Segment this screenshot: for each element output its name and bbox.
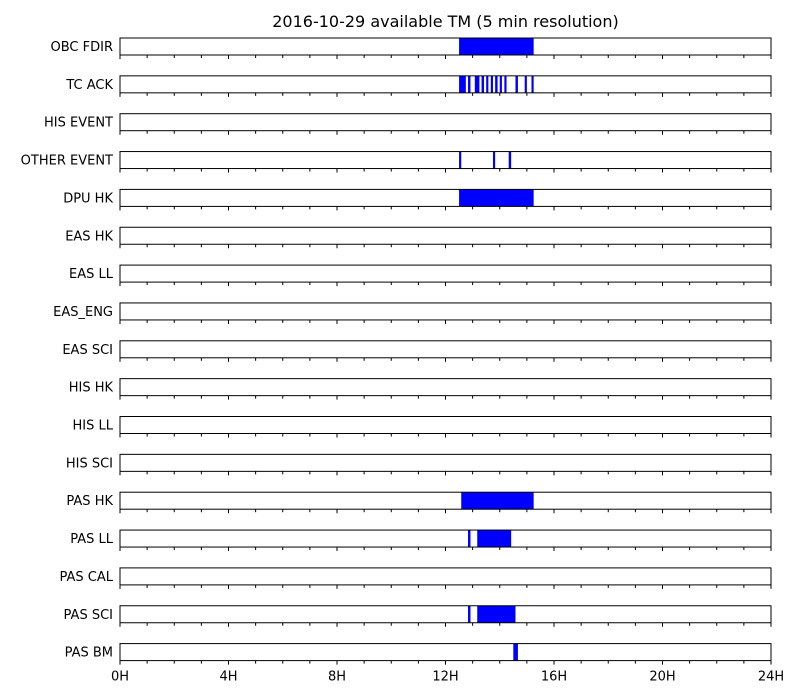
availability-bar-tc-ack-10 [524,75,527,93]
row-label-his-ll: HIS LL [73,419,114,434]
row-frame-eas-eng [119,302,772,321]
availability-bar-tc-ack-3 [481,75,485,93]
row-label-pas-ll: PAS LL [70,532,114,547]
row-label-his-hk: HIS HK [69,381,114,396]
row-frame-tc-ack [119,75,772,94]
availability-bar-other-event-0 [459,151,462,169]
availability-bar-pas-ll-0 [468,530,471,548]
x-tick-label-12h: 12H [432,670,458,685]
row-label-pas-hk: PAS HK [66,494,113,509]
x-tick-label-4h: 4H [219,670,237,685]
availability-bar-tc-ack-4 [486,75,489,93]
availability-bar-tc-ack-11 [531,75,534,93]
row-frame-pas-cal [119,567,772,586]
row-frame-other-event [119,151,772,170]
row-frame-obc-fdir [119,37,772,56]
availability-bar-pas-ll-1 [477,530,512,548]
availability-bar-tc-ack-0 [459,75,466,93]
row-frame-pas-bm [119,643,772,662]
availability-bar-other-event-1 [492,151,496,169]
availability-bar-tc-ack-8 [504,75,507,93]
x-tick-label-16h: 16H [541,670,567,685]
availability-bar-obc-fdir-0 [459,38,534,55]
row-label-dpu-hk: DPU HK [63,191,113,206]
row-frame-eas-ll [119,264,772,283]
row-frame-his-hk [119,378,772,397]
row-frame-his-event [119,113,772,132]
availability-bar-tc-ack-1 [468,75,471,93]
row-label-obc-fdir: OBC FDIR [51,40,114,55]
row-frame-eas-sci [119,340,772,359]
row-label-his-event: HIS EVENT [44,116,113,131]
row-label-other-event: OTHER EVENT [21,154,113,169]
availability-bar-pas-hk-0 [461,492,534,510]
row-label-his-sci: HIS SCI [66,456,113,471]
availability-bar-tc-ack-2 [474,75,480,93]
row-label-pas-cal: PAS CAL [60,570,114,585]
availability-bar-tc-ack-7 [499,75,502,93]
row-frame-pas-hk [119,491,772,510]
x-tick-label-0h: 0H [111,670,129,685]
availability-bar-pas-bm-0 [513,643,518,661]
row-label-eas-eng: EAS_ENG [53,305,113,320]
row-label-eas-sci: EAS SCI [62,343,113,358]
row-frame-dpu-hk [119,188,772,207]
row-frame-pas-ll [119,529,772,548]
row-frame-his-sci [119,453,772,472]
availability-bar-pas-sci-0 [468,605,471,623]
chart-title: 2016-10-29 available TM (5 min resolutio… [272,12,619,31]
availability-bar-dpu-hk-0 [459,189,534,207]
row-label-pas-bm: PAS BM [65,646,113,661]
availability-bar-tc-ack-6 [495,75,498,93]
row-frame-eas-hk [119,226,772,245]
availability-bar-tc-ack-9 [515,75,518,93]
availability-bar-other-event-2 [508,151,512,169]
row-frame-pas-sci [119,605,772,624]
availability-bar-pas-sci-1 [477,605,516,623]
x-tick-label-20h: 20H [649,670,675,685]
availability-bar-tc-ack-5 [490,75,493,93]
row-label-pas-sci: PAS SCI [64,608,113,623]
row-label-eas-ll: EAS LL [69,267,114,282]
x-tick-label-8h: 8H [328,670,346,685]
x-tick-label-24h: 24H [758,670,784,685]
row-frame-his-ll [119,416,772,434]
row-label-tc-ack: TC ACK [65,78,113,93]
row-label-eas-hk: EAS HK [65,229,113,244]
